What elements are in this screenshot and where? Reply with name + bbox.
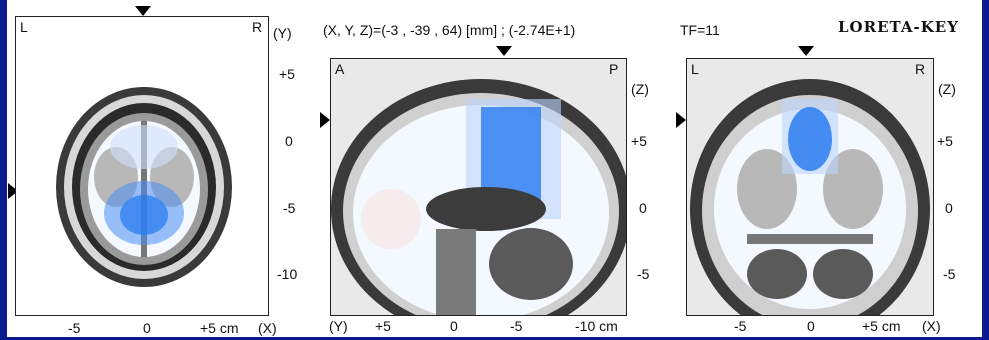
axial-y-cursor-marker[interactable] <box>8 183 18 199</box>
app-title: LORETA-KEY <box>838 18 959 36</box>
axial-y-axis-label: (Y) <box>273 25 292 41</box>
sagittal-y-tick-label: -5 <box>510 318 523 334</box>
sagittal-z-axis-label: (Z) <box>631 81 649 97</box>
coronal-x-tick-label: -5 <box>734 318 747 334</box>
sagittal-anterior-label: A <box>335 61 345 77</box>
timeframe-label: TF=11 <box>680 22 720 38</box>
axial-left-label: L <box>20 19 28 35</box>
coronal-left-label: L <box>691 61 699 77</box>
sagittal-y-tick-label: 0 <box>450 318 458 334</box>
axial-y-tick-label: -5 <box>283 200 296 216</box>
axial-x-cursor-marker[interactable] <box>135 6 151 16</box>
coronal-z-axis-label: (Z) <box>938 81 956 97</box>
axial-x-tick-label: +5 cm <box>200 320 239 336</box>
axial-view-panel[interactable]: L R <box>15 16 269 316</box>
axial-x-axis-label: (X) <box>258 320 277 336</box>
coronal-view-panel[interactable]: L R <box>686 58 934 316</box>
axial-y-tick-label: 0 <box>285 133 293 149</box>
coronal-z-tick-label: -5 <box>943 266 956 282</box>
sagittal-z-tick-label: 0 <box>639 200 647 216</box>
sagittal-z-tick-label: +5 <box>631 133 647 149</box>
axial-x-tick-label: 0 <box>143 320 151 336</box>
axial-right-label: R <box>252 19 263 35</box>
coronal-x-tick-label: +5 cm <box>862 318 901 334</box>
coronal-brain-image <box>687 59 933 315</box>
sagittal-y-axis-label: (Y) <box>329 318 348 334</box>
coronal-z-tick-label: 0 <box>945 200 953 216</box>
axial-y-tick-label: -10 <box>277 266 298 282</box>
sagittal-y-tick-label: -10 cm <box>575 318 618 334</box>
axial-x-tick-label: -5 <box>68 320 81 336</box>
coronal-x-tick-label: 0 <box>807 318 815 334</box>
sagittal-z-tick-label: -5 <box>637 266 650 282</box>
coronal-x-cursor-marker[interactable] <box>798 46 814 56</box>
coronal-z-tick-label: +5 <box>937 133 953 149</box>
coronal-z-cursor-marker[interactable] <box>676 112 686 128</box>
sagittal-y-cursor-marker[interactable] <box>496 46 512 56</box>
sagittal-z-cursor-marker[interactable] <box>320 112 330 128</box>
sagittal-view-panel[interactable]: A P <box>330 58 627 316</box>
sagittal-posterior-label: P <box>609 61 619 77</box>
coronal-right-label: R <box>915 61 926 77</box>
sagittal-brain-image <box>331 59 626 315</box>
axial-brain-image <box>56 87 232 287</box>
coordinate-readout: (X, Y, Z)=(-3 , -39 , 64) [mm] ; (-2.74E… <box>323 22 576 38</box>
sagittal-y-tick-label: +5 <box>375 318 391 334</box>
axial-y-tick-label: +5 <box>279 66 295 82</box>
coronal-x-axis-label: (X) <box>922 318 941 334</box>
